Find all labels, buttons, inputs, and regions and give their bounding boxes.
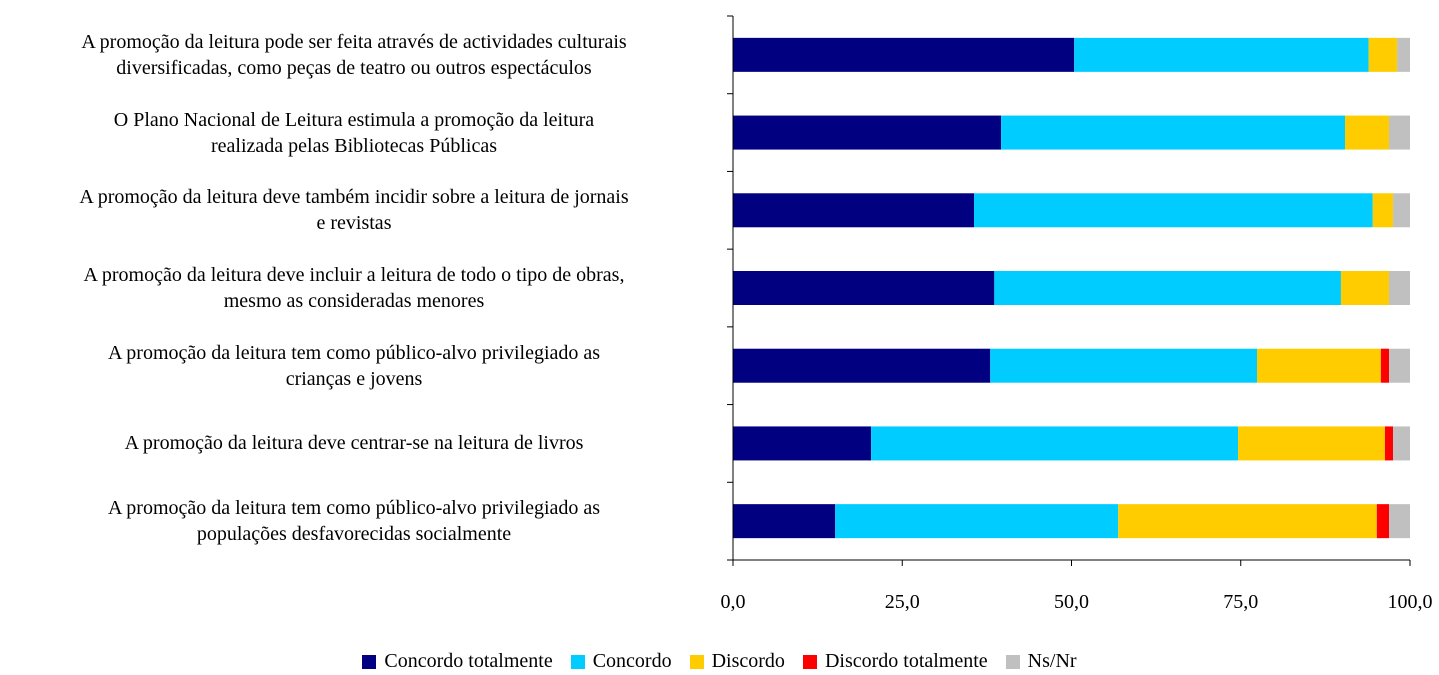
x-tick-label: 100,0	[1388, 591, 1433, 613]
legend-label: Concordo	[592, 650, 672, 672]
bar-segment	[733, 348, 991, 383]
bar-segment	[1393, 426, 1410, 461]
category-label: A promoção da leitura deve incluir a lei…	[83, 264, 625, 312]
bar-segment	[1389, 271, 1410, 305]
bar-segment	[1397, 37, 1410, 72]
bar-segment	[733, 193, 975, 228]
legend-item: Discordo totalmente	[802, 650, 988, 673]
category-label: A promoção da leitura tem como público-a…	[107, 497, 601, 546]
bar-segment	[733, 37, 1075, 72]
bar-segment	[871, 426, 1239, 461]
legend-swatch	[362, 654, 377, 669]
bar-segment	[1380, 348, 1390, 383]
category-label: O Plano Nacional de Leitura estimula a p…	[113, 108, 595, 157]
bar-segment	[1001, 115, 1346, 150]
x-tick-label: 75,0	[1223, 591, 1258, 613]
legend-label: Discordo totalmente	[824, 650, 988, 672]
bar-segment	[733, 504, 836, 539]
plot: 0,0 25,0 50,0 75,0 100,0	[721, 15, 1433, 613]
legend-label: Concordo totalmente	[384, 650, 553, 672]
legend-item: Concordo totalmente	[362, 650, 553, 673]
bar-segment	[1389, 348, 1410, 383]
bar-segment	[1345, 115, 1390, 150]
bar-segment	[1074, 37, 1369, 72]
bar-segment	[733, 271, 995, 305]
category-label: A promoção da leitura pode ser feita atr…	[81, 30, 627, 79]
category-label: A promoção da leitura deve também incidi…	[79, 186, 629, 235]
bar-segment	[1118, 504, 1377, 539]
x-tick-label: 25,0	[885, 591, 920, 613]
legend-label: Discordo	[711, 650, 785, 672]
legend-swatch	[570, 654, 585, 669]
bar-segment	[1372, 193, 1394, 228]
legend-swatch	[802, 654, 817, 669]
bar-segment	[990, 348, 1257, 383]
category-label: A promoção da leitura deve centrar-se na…	[124, 432, 584, 455]
bar-segment	[974, 193, 1373, 228]
bar-segment	[1389, 115, 1410, 150]
bar-segment	[1368, 37, 1398, 72]
bar-segment	[1384, 426, 1394, 461]
bar-segment	[733, 426, 872, 461]
category-label: A promoção da leitura tem como público-a…	[107, 341, 601, 390]
bar-segment	[1389, 504, 1410, 539]
legend: Concordo totalmente Concordo Discordo Disco…	[0, 650, 1439, 673]
bar-segment	[733, 115, 1002, 150]
bar-segment	[1376, 504, 1390, 539]
legend-item: Discordo	[689, 650, 785, 673]
legend-item: Ns/Nr	[1005, 650, 1077, 673]
bar-segment	[994, 271, 1341, 305]
x-tick-label: 0,0	[721, 591, 746, 613]
bar-segment	[1340, 271, 1390, 305]
x-tick-label: 50,0	[1054, 591, 1089, 613]
legend-label: Ns/Nr	[1027, 650, 1077, 672]
bar-segment	[1256, 348, 1381, 383]
legend-item: Concordo	[570, 650, 672, 673]
legend-swatch	[1005, 654, 1020, 669]
legend-swatch	[689, 654, 704, 669]
bar-segment	[835, 504, 1119, 539]
bar-segment	[1393, 193, 1410, 228]
bar-segment	[1238, 426, 1385, 461]
